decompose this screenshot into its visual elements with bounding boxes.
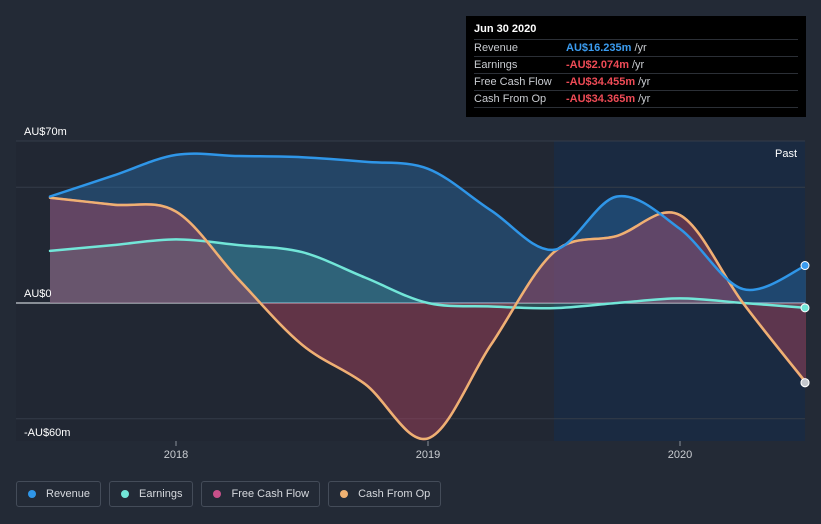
tooltip-label: Free Cash Flow xyxy=(474,76,552,88)
revenue-line xyxy=(48,152,808,292)
tooltip-unit: /yr xyxy=(638,76,651,88)
cash-from-op-line xyxy=(48,196,808,441)
end-marker-earnings xyxy=(800,303,810,313)
tooltip-unit: /yr xyxy=(631,59,645,71)
free-cash-flow-area xyxy=(50,197,806,440)
earnings-area xyxy=(50,239,806,309)
y-tick-label: AU$0 xyxy=(24,288,52,300)
legend-free-cash-flow[interactable]: Free Cash Flow xyxy=(201,481,321,507)
tooltip-date: Jun 30 2020 xyxy=(474,23,537,35)
legend-dot-icon xyxy=(340,490,349,498)
tooltip-value: -AU$34.365m xyxy=(566,93,636,105)
tooltip-row-revenue: Revenue AU$16.235m /yr xyxy=(474,39,798,56)
end-marker-cash-from-op xyxy=(800,378,810,388)
cash-flow-chart: AU$70m AU$0 -AU$60m 2018 2019 2020 Past xyxy=(16,126,810,461)
tooltip-value: AU$16.235m xyxy=(566,42,632,54)
x-tick-label: 2019 xyxy=(416,449,440,461)
legend-revenue[interactable]: Revenue xyxy=(16,481,102,507)
legend-dot-icon xyxy=(213,490,222,498)
end-marker-revenue xyxy=(800,261,810,271)
legend-dot-icon xyxy=(121,490,130,498)
tooltip-row-free-cash-flow: Free Cash Flow -AU$34.455m /yr xyxy=(474,73,798,90)
tooltip-row-cash-from-op: Cash From Op -AU$34.365m /yr xyxy=(474,90,798,108)
legend-label: Earnings xyxy=(139,488,183,500)
y-tick-label: AU$70m xyxy=(24,126,67,138)
tooltip-unit: /yr xyxy=(634,42,647,54)
legend-label: Revenue xyxy=(46,488,91,500)
earnings-line xyxy=(48,238,808,310)
revenue-area xyxy=(50,153,806,303)
past-region xyxy=(554,141,805,441)
tooltip-label: Earnings xyxy=(474,59,518,71)
chart-legend: Revenue Earnings Free Cash Flow Cash Fro… xyxy=(16,481,442,507)
tooltip-panel: Jun 30 2020 Revenue AU$16.235m /yr Earni… xyxy=(466,16,806,117)
x-tick-label: 2020 xyxy=(668,449,692,461)
legend-label: Cash From Op xyxy=(358,488,431,500)
tooltip-unit: /yr xyxy=(638,93,651,105)
legend-label: Free Cash Flow xyxy=(231,488,310,500)
tooltip-label: Cash From Op xyxy=(474,93,547,105)
legend-earnings[interactable]: Earnings xyxy=(109,481,194,507)
tooltip-label: Revenue xyxy=(474,42,519,54)
y-tick-label: -AU$60m xyxy=(24,427,70,439)
past-label: Past xyxy=(775,148,797,160)
tooltip-row-earnings: Earnings -AU$2.074m /yr xyxy=(474,56,798,73)
legend-cash-from-op[interactable]: Cash From Op xyxy=(328,481,442,507)
legend-dot-icon xyxy=(28,490,36,498)
tooltip-value: -AU$34.455m xyxy=(566,76,636,88)
tooltip-value: -AU$2.074m xyxy=(566,59,629,71)
x-tick-label: 2018 xyxy=(164,449,188,461)
